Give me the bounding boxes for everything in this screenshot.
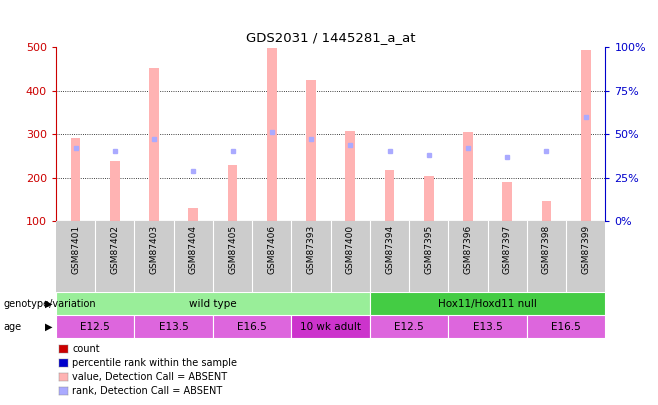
Bar	[228, 165, 238, 221]
Bar	[581, 51, 591, 221]
Text: GSM87395: GSM87395	[424, 225, 433, 274]
Text: E13.5: E13.5	[159, 322, 189, 332]
Bar	[527, 315, 605, 338]
Text: GSM87396: GSM87396	[463, 225, 472, 274]
Bar	[56, 292, 370, 315]
Text: percentile rank within the sample: percentile rank within the sample	[72, 358, 238, 368]
Text: GSM87406: GSM87406	[267, 225, 276, 274]
Text: GSM87398: GSM87398	[542, 225, 551, 274]
Bar	[213, 315, 291, 338]
Bar	[134, 315, 213, 338]
Text: age: age	[3, 322, 22, 332]
Bar	[149, 68, 159, 221]
Bar	[70, 138, 80, 221]
Bar	[463, 132, 473, 221]
Bar	[188, 208, 198, 221]
Text: value, Detection Call = ABSENT: value, Detection Call = ABSENT	[72, 372, 228, 382]
Text: Hox11/Hoxd11 null: Hox11/Hoxd11 null	[438, 298, 537, 309]
Text: E16.5: E16.5	[551, 322, 581, 332]
Text: E12.5: E12.5	[80, 322, 110, 332]
Text: wild type: wild type	[189, 298, 237, 309]
Bar	[542, 200, 551, 221]
Bar	[385, 170, 394, 221]
Text: GSM87393: GSM87393	[307, 225, 316, 274]
Text: GSM87403: GSM87403	[149, 225, 159, 274]
Text: genotype/variation: genotype/variation	[3, 298, 96, 309]
Text: E13.5: E13.5	[472, 322, 503, 332]
Text: GSM87404: GSM87404	[189, 225, 198, 274]
Bar	[448, 315, 527, 338]
Bar	[306, 80, 316, 221]
Bar	[345, 131, 355, 221]
Bar	[291, 315, 370, 338]
Text: E16.5: E16.5	[238, 322, 267, 332]
Text: GSM87397: GSM87397	[503, 225, 512, 274]
Text: ▶: ▶	[45, 322, 53, 332]
Text: GSM87394: GSM87394	[385, 225, 394, 274]
Text: count: count	[72, 344, 100, 354]
Text: rank, Detection Call = ABSENT: rank, Detection Call = ABSENT	[72, 386, 222, 396]
Bar	[370, 292, 605, 315]
Title: GDS2031 / 1445281_a_at: GDS2031 / 1445281_a_at	[246, 32, 415, 45]
Text: GSM87400: GSM87400	[345, 225, 355, 274]
Text: E12.5: E12.5	[394, 322, 424, 332]
Text: GSM87399: GSM87399	[581, 225, 590, 274]
Bar	[267, 48, 276, 221]
Text: 10 wk adult: 10 wk adult	[300, 322, 361, 332]
Bar	[110, 162, 120, 221]
Text: GSM87401: GSM87401	[71, 225, 80, 274]
Bar	[502, 182, 512, 221]
Text: ▶: ▶	[45, 298, 53, 309]
Bar	[56, 315, 134, 338]
Text: GSM87405: GSM87405	[228, 225, 237, 274]
Bar	[370, 315, 448, 338]
Bar	[424, 176, 434, 221]
Text: GSM87402: GSM87402	[111, 225, 119, 274]
